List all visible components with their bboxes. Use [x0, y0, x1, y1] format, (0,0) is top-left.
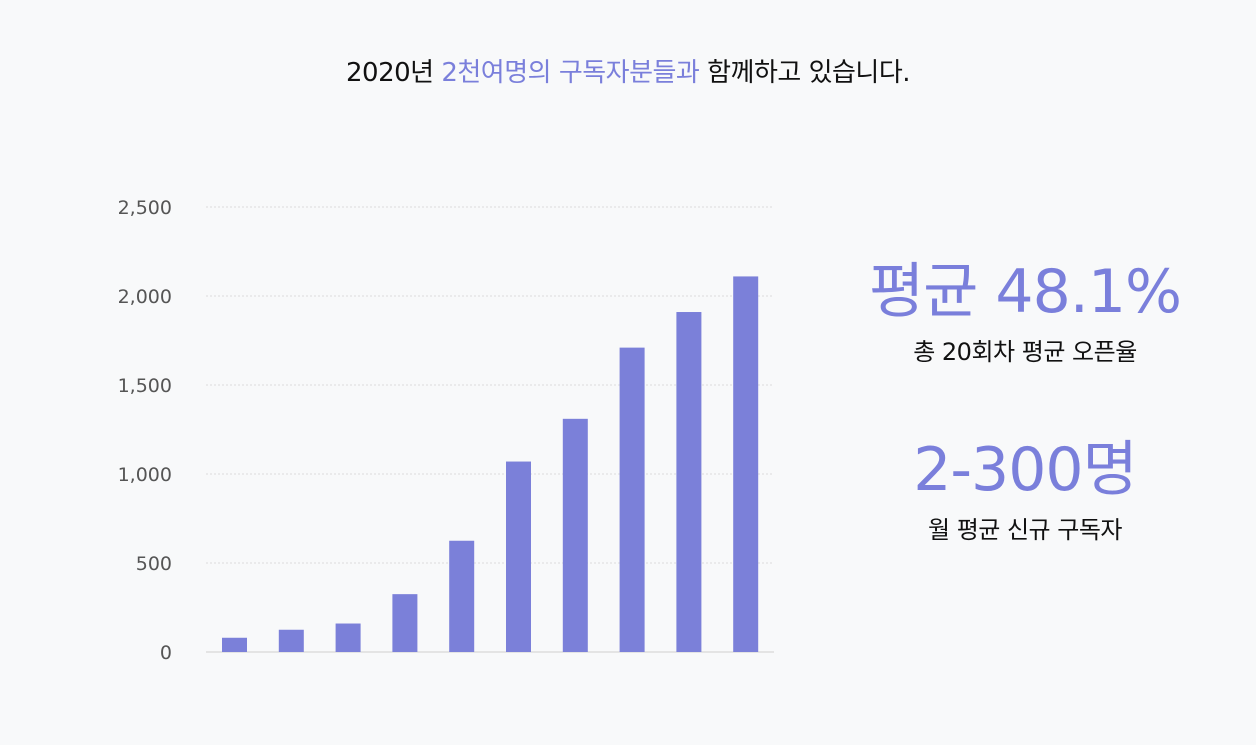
bar: [506, 461, 531, 652]
y-tick-label: 2,500: [118, 197, 172, 219]
y-tick-label: 1,000: [118, 464, 172, 486]
headline-part2: 함께하고 있습니다.: [699, 58, 911, 88]
y-tick-label: 2,000: [118, 286, 172, 308]
y-tick-label: 1,500: [118, 375, 172, 397]
open-rate-caption: 총 20회차 평균 오픈율: [913, 338, 1137, 366]
bar: [222, 637, 247, 652]
headline: 2020년 2천여명의 구독자분들과 함께하고 있습니다.: [0, 52, 1256, 89]
bar-chart: 0 500 1,000 1,500 2,000 2,500: [118, 197, 774, 664]
bar: [676, 312, 702, 652]
y-axis-labels: 0 500 1,000 1,500 2,000 2,500: [118, 197, 172, 664]
bar: [449, 540, 475, 652]
new-subscribers-stat: 2-300명 월 평균 신규 구독자: [845, 440, 1205, 545]
bar: [562, 418, 588, 652]
bar: [619, 347, 645, 652]
y-tick-label: 0: [160, 642, 172, 664]
bar: [278, 629, 304, 652]
bar: [733, 276, 759, 652]
bar: [392, 594, 418, 652]
new-subscribers-caption: 월 평균 신규 구독자: [927, 516, 1123, 544]
open-rate-stat: 평균 48.1% 총 20회차 평균 오픈율: [845, 262, 1205, 367]
bars: [222, 276, 759, 652]
bar: [335, 623, 361, 652]
y-tick-label: 500: [136, 553, 172, 575]
new-subscribers-value: 2-300명: [913, 435, 1138, 505]
open-rate-value: 평균 48.1%: [868, 257, 1182, 327]
headline-highlight: 2천여명의 구독자분들과: [441, 58, 700, 88]
headline-part1: 2020년: [345, 58, 442, 88]
